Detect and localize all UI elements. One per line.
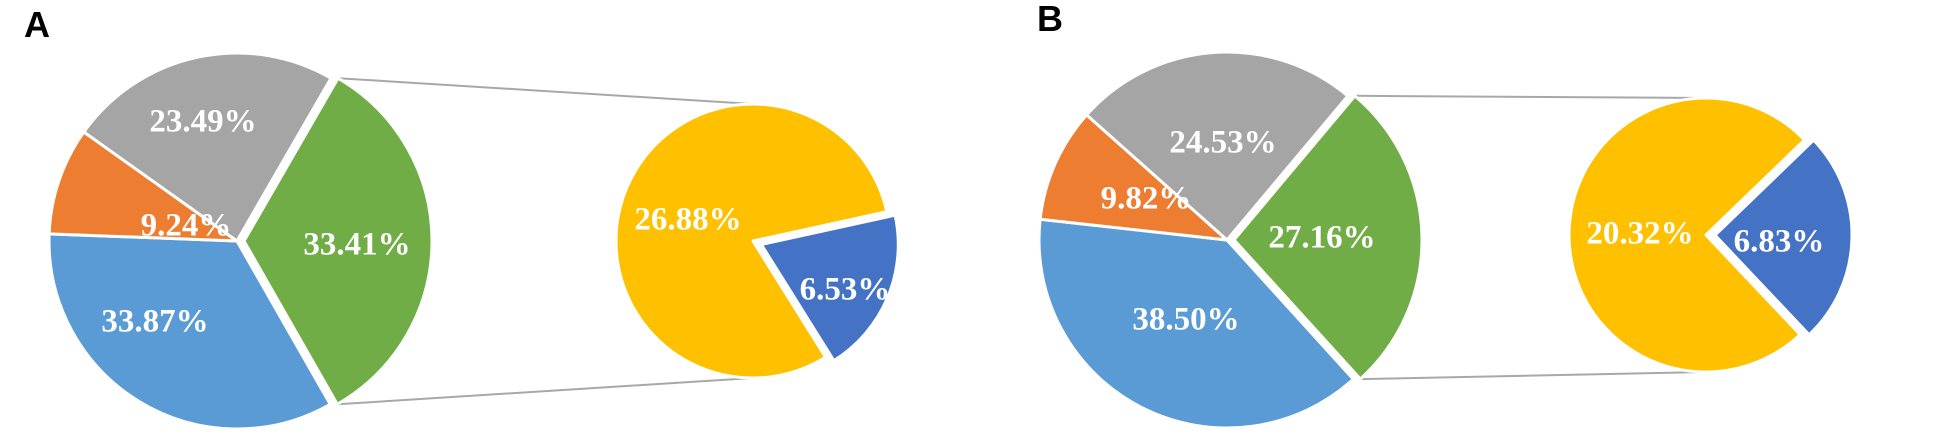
main-pie: 27.16% 38.50% 9.82% 24.53% — [1037, 50, 1424, 430]
slice-data-label-dark-blue: 6.83% — [1734, 224, 1825, 260]
slice-data-label-dark-blue: 6.53% — [800, 272, 891, 308]
panel-label-a: A — [24, 4, 50, 45]
slice-data-label-orange: 9.24% — [141, 208, 232, 244]
connector-bottom-line — [337, 377, 754, 406]
pie-slice-gold — [1567, 96, 1807, 374]
slice-data-label-green: 33.41% — [303, 227, 410, 263]
series-connector-lines — [337, 77, 754, 406]
pie-slice-dark-blue — [1713, 138, 1854, 337]
slice-data-label-blue: 38.50% — [1132, 302, 1239, 338]
connector-bottom-line — [1360, 371, 1707, 381]
slice-data-label-gray: 23.49% — [149, 104, 256, 140]
slice-data-label-orange: 9.82% — [1101, 181, 1192, 217]
pie-slice-green — [1232, 94, 1424, 381]
panel-a: 33.41% 33.87% 9.24% 23.49% 26.88% 6.53% A — [24, 4, 900, 431]
main-pie: 33.41% 33.87% 9.24% 23.49% — [47, 51, 434, 431]
slice-data-label-blue: 33.87% — [101, 304, 208, 340]
slice-data-label-gold: 26.88% — [634, 202, 741, 238]
panel-label-b: B — [1037, 0, 1063, 39]
pie-slice-blue — [1037, 217, 1355, 430]
pie-slice-gray — [1085, 50, 1350, 242]
connector-top-line — [337, 77, 754, 105]
secondary-pie: 20.32% 6.83% — [1567, 96, 1854, 374]
pie-slice-gold — [614, 102, 889, 380]
pie-slice-gray — [82, 51, 333, 243]
pie-slice-dark-blue — [759, 213, 900, 363]
panel-b: 27.16% 38.50% 9.82% 24.53% 20.32% 6.83% B — [1037, 0, 1854, 430]
connector-top-line — [1354, 94, 1707, 99]
series-connector-lines — [1354, 94, 1707, 381]
slice-data-label-gray: 24.53% — [1169, 125, 1276, 161]
pie-slice-orange — [1038, 113, 1229, 242]
pie-slice-blue — [47, 232, 332, 431]
secondary-pie: 26.88% 6.53% — [614, 102, 900, 380]
pie-slice-green — [242, 76, 434, 406]
slice-data-label-green: 27.16% — [1268, 220, 1375, 256]
slice-data-label-gold: 20.32% — [1586, 216, 1693, 252]
pie-slice-orange — [47, 130, 239, 243]
